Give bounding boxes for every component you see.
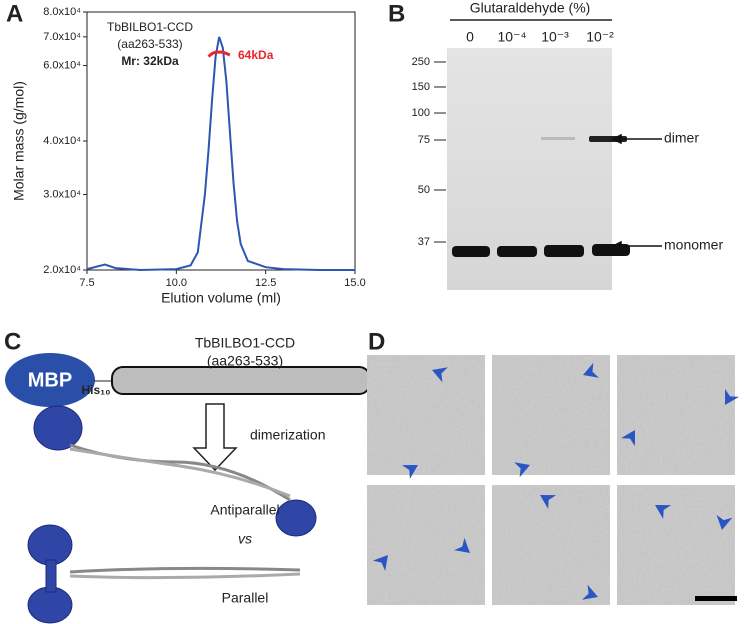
annotation: (aa263-533) bbox=[117, 37, 182, 51]
arrowhead bbox=[401, 465, 418, 479]
marker-label: 50 bbox=[418, 184, 430, 196]
gel-title: Glutaraldehyde (%) bbox=[470, 0, 591, 16]
tag-label: MBP bbox=[28, 369, 72, 391]
mbp-tag bbox=[5, 353, 95, 407]
annotation: Mr: 32kDa bbox=[121, 54, 179, 68]
grain bbox=[617, 355, 735, 475]
y-axis-label: Molar mass (g/mol) bbox=[11, 81, 27, 201]
x-tick-label: 10.0 bbox=[166, 277, 187, 289]
y-tick-label: 7.0x10⁴ bbox=[43, 31, 81, 43]
marker-label: 150 bbox=[412, 81, 430, 93]
lane-label: 0 bbox=[466, 29, 474, 45]
arrowhead bbox=[583, 362, 599, 378]
arrowhead bbox=[514, 462, 530, 478]
x-axis-label: Elution volume (ml) bbox=[161, 290, 281, 306]
y-tick-label: 2.0x10⁴ bbox=[43, 264, 81, 276]
marker-label: 37 bbox=[418, 236, 430, 248]
arrowhead bbox=[725, 388, 739, 405]
y-tick-label: 4.0x10⁴ bbox=[43, 135, 81, 147]
y-tick-label: 3.0x10⁴ bbox=[43, 188, 81, 200]
versus: vs bbox=[238, 531, 252, 547]
model-label: Antiparallel bbox=[210, 502, 279, 518]
ccd-domain bbox=[111, 366, 371, 395]
grain bbox=[367, 355, 485, 475]
panel-letter: A bbox=[6, 0, 23, 27]
lane-label: 10⁻² bbox=[586, 29, 614, 45]
annotation: 64kDa bbox=[238, 48, 274, 62]
panel-letter: D bbox=[368, 328, 385, 355]
range-label: (aa263-533) bbox=[207, 353, 283, 369]
arrowhead bbox=[716, 514, 733, 530]
structures bbox=[27, 405, 317, 624]
grain bbox=[367, 485, 485, 605]
arrowhead bbox=[372, 555, 388, 571]
marker-label: 100 bbox=[412, 107, 430, 119]
arrowhead bbox=[621, 430, 635, 447]
x-tick-label: 12.5 bbox=[255, 277, 276, 289]
grain bbox=[617, 485, 735, 605]
linker-label: His₁₀ bbox=[81, 383, 110, 397]
micrographs bbox=[367, 355, 739, 605]
construct-label: TbBILBO1-CCD bbox=[195, 335, 295, 351]
arrowhead bbox=[540, 495, 557, 509]
arrowhead bbox=[454, 537, 470, 553]
arrows bbox=[611, 133, 662, 252]
x-tick-label: 7.5 bbox=[79, 277, 94, 289]
arrowhead bbox=[655, 505, 672, 519]
band-label: monomer bbox=[664, 237, 723, 253]
model-label: Parallel bbox=[222, 590, 269, 606]
arrow bbox=[192, 403, 238, 472]
marker-label: 250 bbox=[412, 56, 430, 68]
data-line bbox=[86, 36, 355, 272]
panel-letter: B bbox=[388, 0, 405, 27]
panel-letter: C bbox=[4, 328, 21, 355]
scale-bar bbox=[695, 596, 737, 601]
y-tick-label: 6.0x10⁴ bbox=[43, 59, 81, 71]
arrowhead bbox=[432, 367, 448, 383]
lane-label: 10⁻³ bbox=[541, 29, 569, 45]
lane-label: 10⁻⁴ bbox=[498, 29, 527, 45]
grain bbox=[492, 485, 610, 605]
marker-label: 75 bbox=[418, 134, 430, 146]
y-tick-label: 8.0x10⁴ bbox=[43, 6, 81, 18]
annotation: TbBILBO1-CCD bbox=[107, 20, 193, 34]
band-label: dimer bbox=[664, 130, 699, 146]
arrowhead bbox=[582, 584, 598, 600]
x-tick-label: 15.0 bbox=[344, 277, 365, 289]
coiled-coil bbox=[69, 443, 301, 580]
step-label: dimerization bbox=[250, 427, 325, 443]
data-line bbox=[207, 50, 231, 58]
band bbox=[541, 137, 575, 140]
